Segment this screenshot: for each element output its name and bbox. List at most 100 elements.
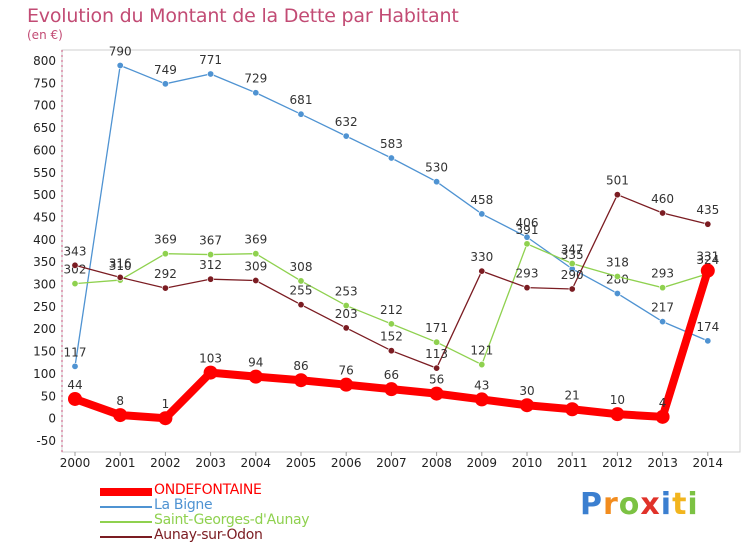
logo-letter: i — [660, 487, 673, 522]
data-label: 121 — [470, 344, 493, 358]
x-tick-label: 2006 — [331, 456, 362, 470]
data-label: 632 — [335, 115, 358, 129]
x-tick-label: 2013 — [647, 456, 678, 470]
series-point-aunay-sur-odon — [342, 324, 350, 332]
x-tick-label: 2012 — [602, 456, 633, 470]
series-point-aunay-sur-odon — [297, 301, 305, 309]
data-label: 217 — [651, 301, 674, 315]
chart-title: Evolution du Montant de la Dette par Hab… — [27, 5, 459, 27]
data-label: 369 — [244, 233, 267, 247]
series-point-saint-georges-d-aunay — [207, 251, 215, 259]
series-point-saint-georges-d-aunay — [613, 272, 621, 280]
data-label: 501 — [606, 174, 629, 188]
legend-item-ondefontaine: ONDEFONTAINE — [100, 482, 360, 499]
data-label: 171 — [425, 321, 448, 335]
series-point-aunay-sur-odon — [116, 273, 124, 281]
series-point-saint-georges-d-aunay — [387, 320, 395, 328]
series-point-la-bigne — [659, 318, 667, 326]
data-label: 312 — [199, 258, 222, 272]
data-label: 76 — [339, 364, 354, 378]
x-tick-label: 2001 — [105, 456, 136, 470]
series-point-la-bigne — [478, 210, 486, 218]
data-label: 113 — [425, 347, 448, 361]
legend-swatch — [100, 506, 152, 508]
data-label: 152 — [380, 330, 403, 344]
data-label: 293 — [651, 267, 674, 281]
y-tick-label: 450 — [33, 210, 56, 224]
logo-letter: P — [580, 487, 603, 522]
data-label: 324 — [696, 253, 719, 267]
series-point-ondefontaine — [655, 409, 670, 424]
data-label: 56 — [429, 373, 444, 387]
legend-swatch — [100, 521, 152, 523]
data-label: 10 — [610, 393, 625, 407]
data-label: 460 — [651, 192, 674, 206]
series-point-ondefontaine — [203, 365, 218, 380]
y-tick-label: 100 — [33, 367, 56, 381]
data-label: 44 — [67, 378, 82, 392]
series-point-ondefontaine — [113, 408, 128, 423]
y-tick-label: 50 — [41, 389, 56, 403]
data-label: 174 — [696, 320, 719, 334]
series-point-la-bigne — [116, 61, 124, 69]
data-label: 316 — [109, 256, 132, 270]
series-point-aunay-sur-odon — [704, 220, 712, 228]
x-tick-label: 2002 — [150, 456, 181, 470]
data-label: 4 — [659, 396, 667, 410]
series-point-aunay-sur-odon — [478, 267, 486, 275]
data-label: 347 — [561, 243, 584, 257]
series-point-la-bigne — [342, 132, 350, 140]
data-label: 117 — [64, 345, 87, 359]
series-point-aunay-sur-odon — [659, 209, 667, 217]
data-label: 749 — [154, 63, 177, 77]
series-point-ondefontaine — [294, 373, 308, 388]
logo-letter: r — [603, 487, 619, 522]
data-label: 30 — [519, 384, 534, 398]
x-tick-label: 2014 — [693, 456, 724, 470]
data-label: 1 — [162, 397, 170, 411]
data-label: 309 — [244, 260, 267, 274]
y-tick-label: 200 — [33, 322, 56, 336]
series-point-la-bigne — [207, 70, 215, 78]
series-point-la-bigne — [433, 178, 441, 186]
series-point-saint-georges-d-aunay — [478, 361, 486, 369]
series-point-la-bigne — [161, 80, 169, 88]
logo-letter: i — [687, 487, 699, 522]
data-label: 458 — [470, 193, 493, 207]
legend-label: ONDEFONTAINE — [154, 482, 262, 498]
series-point-la-bigne — [523, 233, 531, 241]
x-tick-label: 2009 — [467, 456, 498, 470]
series-point-aunay-sur-odon — [71, 261, 79, 269]
y-tick-label: 600 — [33, 143, 56, 157]
legend-label: Saint-Georges-d'Aunay — [154, 512, 310, 528]
data-label: 310 — [109, 259, 132, 273]
legend-item-aunay-sur-odon: Aunay-sur-Odon — [100, 527, 360, 544]
x-tick-label: 2011 — [557, 456, 588, 470]
series-point-aunay-sur-odon — [387, 347, 395, 355]
data-label: 86 — [293, 359, 308, 373]
series-point-saint-georges-d-aunay — [433, 338, 441, 346]
data-label: 212 — [380, 303, 403, 317]
proxiti-logo: Proxiti — [580, 487, 699, 522]
series-point-ondefontaine — [474, 392, 489, 407]
data-label: 94 — [248, 356, 263, 370]
data-label: 331 — [696, 250, 719, 264]
y-tick-label: 500 — [33, 188, 56, 202]
data-label: 583 — [380, 137, 403, 151]
series-point-saint-georges-d-aunay — [161, 250, 169, 258]
data-label: 771 — [199, 53, 222, 67]
series-point-ondefontaine — [610, 407, 625, 422]
y-tick-label: 650 — [33, 121, 56, 135]
series-point-aunay-sur-odon — [252, 277, 260, 285]
data-label: 66 — [384, 368, 399, 382]
series-point-saint-georges-d-aunay — [659, 284, 667, 292]
series-point-la-bigne — [252, 89, 260, 97]
logo-letter: o — [618, 487, 641, 522]
series-point-la-bigne — [704, 337, 712, 345]
series-point-ondefontaine — [384, 382, 399, 397]
series-point-ondefontaine — [565, 402, 580, 417]
data-label: 103 — [199, 352, 222, 366]
data-label: 343 — [64, 244, 87, 258]
data-label: 369 — [154, 233, 177, 247]
